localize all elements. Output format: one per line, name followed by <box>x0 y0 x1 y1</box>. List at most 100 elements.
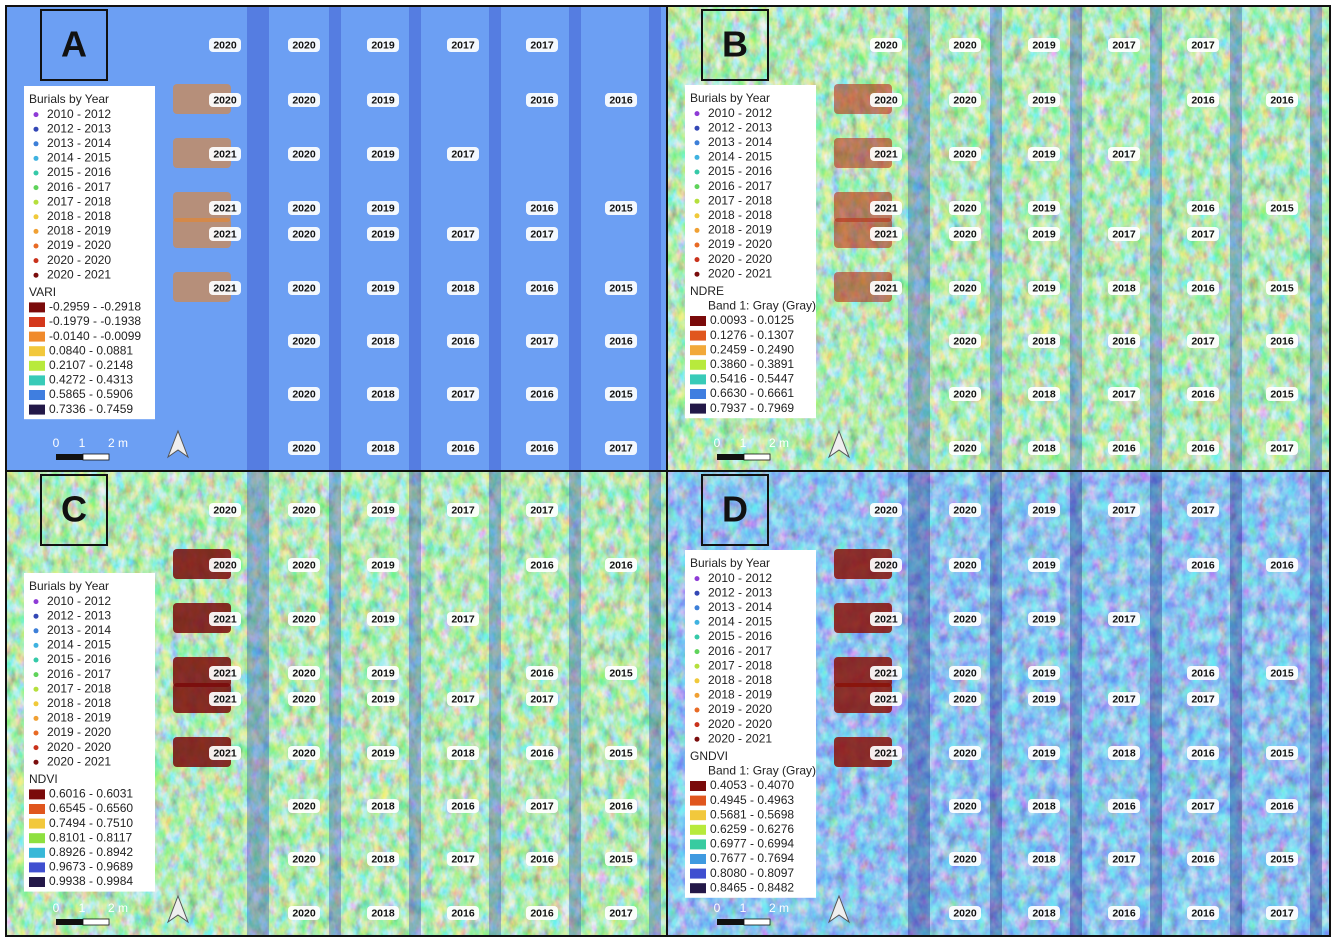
year-label: 2019 <box>371 747 395 759</box>
year-label: 2021 <box>874 282 898 294</box>
year-label: 2017 <box>1112 39 1136 51</box>
year-label: 2020 <box>292 667 316 679</box>
year-label: 2017 <box>451 693 475 705</box>
year-label: 2020 <box>292 853 316 865</box>
year-label: 2021 <box>874 202 898 214</box>
year-label: 2019 <box>371 667 395 679</box>
range-swatch <box>29 877 45 887</box>
range-label: 0.6016 - 0.6031 <box>49 787 133 801</box>
year-label: 2021 <box>874 747 898 759</box>
year-label: 2015 <box>1270 667 1294 679</box>
row-shadow <box>1150 7 1162 470</box>
class-label: 2016 - 2017 <box>708 179 772 193</box>
class-dot <box>34 244 39 249</box>
year-label: 2019 <box>1032 39 1056 51</box>
year-label: 2020 <box>292 747 316 759</box>
year-label: 2020 <box>292 202 316 214</box>
class-dot <box>34 687 39 692</box>
year-label: 2019 <box>1032 148 1056 160</box>
row-shadow <box>1070 7 1082 470</box>
scale-label: 1 <box>740 436 747 450</box>
legend-title: Burials by Year <box>29 579 109 593</box>
year-label: 2021 <box>213 667 237 679</box>
class-dot <box>695 257 700 262</box>
year-label: 2016 <box>1191 94 1215 106</box>
range-swatch <box>29 317 45 327</box>
class-dot <box>695 272 700 277</box>
year-label: 2019 <box>1032 667 1056 679</box>
year-label: 2020 <box>953 667 977 679</box>
year-label: 2020 <box>213 39 237 51</box>
range-swatch <box>690 374 706 384</box>
scale-label: 0 <box>53 901 60 915</box>
year-label: 2016 <box>1191 442 1215 454</box>
range-label: 0.2107 - 0.2148 <box>49 358 133 372</box>
range-label: -0.1979 - -0.1938 <box>49 314 141 328</box>
class-dot <box>695 605 700 610</box>
panel-letter: C <box>61 489 87 530</box>
year-label: 2019 <box>1032 613 1056 625</box>
year-label: 2017 <box>530 228 554 240</box>
year-label: 2020 <box>292 335 316 347</box>
year-label: 2016 <box>1191 388 1215 400</box>
index-name: NDVI <box>29 772 58 786</box>
row-shadow <box>908 7 930 470</box>
class-dot <box>34 171 39 176</box>
class-label: 2020 - 2021 <box>708 266 772 280</box>
year-label: 2020 <box>953 907 977 919</box>
year-label: 2017 <box>1191 800 1215 812</box>
range-label: 0.9673 - 0.9689 <box>49 860 133 874</box>
year-label: 2019 <box>1032 94 1056 106</box>
index-name: VARI <box>29 285 56 299</box>
class-label: 2018 - 2019 <box>708 688 772 702</box>
class-label: 2012 - 2013 <box>47 121 111 135</box>
class-label: 2014 - 2015 <box>47 638 111 652</box>
year-label: 2016 <box>451 907 475 919</box>
year-label: 2020 <box>292 559 316 571</box>
legend-title: Burials by Year <box>29 92 109 106</box>
range-label: 0.0840 - 0.0881 <box>49 343 133 357</box>
row-shadow <box>990 7 1002 470</box>
year-label: 2019 <box>1032 747 1056 759</box>
class-dot <box>34 628 39 633</box>
year-label: 2017 <box>1191 228 1215 240</box>
year-label: 2017 <box>609 907 633 919</box>
class-dot <box>695 693 700 698</box>
year-label: 2016 <box>1191 282 1215 294</box>
year-label: 2017 <box>451 613 475 625</box>
year-label: 2020 <box>874 94 898 106</box>
class-dot <box>34 614 39 619</box>
year-label: 2016 <box>530 94 554 106</box>
year-label: 2020 <box>874 559 898 571</box>
year-label: 2020 <box>953 693 977 705</box>
class-label: 2015 - 2016 <box>708 629 772 643</box>
scale-white <box>744 919 770 925</box>
year-label: 2015 <box>609 388 633 400</box>
year-label: 2016 <box>609 559 633 571</box>
range-label: 0.7937 - 0.7969 <box>710 401 794 415</box>
year-label: 2020 <box>953 335 977 347</box>
year-label: 2021 <box>213 747 237 759</box>
year-label: 2019 <box>371 228 395 240</box>
class-label: 2010 - 2012 <box>47 107 111 121</box>
year-label: 2020 <box>292 228 316 240</box>
class-dot <box>695 576 700 581</box>
year-label: 2018 <box>371 388 395 400</box>
class-dot <box>34 127 39 132</box>
year-label: 2019 <box>371 148 395 160</box>
year-label: 2016 <box>1270 559 1294 571</box>
row-shadow <box>489 472 501 935</box>
year-label: 2020 <box>953 282 977 294</box>
year-label: 2017 <box>451 853 475 865</box>
year-label: 2016 <box>1191 907 1215 919</box>
range-label: 0.6259 - 0.6276 <box>710 822 794 836</box>
range-swatch <box>29 819 45 829</box>
year-label: 2015 <box>1270 388 1294 400</box>
class-dot <box>34 672 39 677</box>
class-dot <box>34 745 39 750</box>
year-label: 2020 <box>953 559 977 571</box>
year-label: 2020 <box>953 94 977 106</box>
class-label: 2017 - 2018 <box>47 681 111 695</box>
class-label: 2017 - 2018 <box>47 194 111 208</box>
class-label: 2013 - 2014 <box>708 600 772 614</box>
